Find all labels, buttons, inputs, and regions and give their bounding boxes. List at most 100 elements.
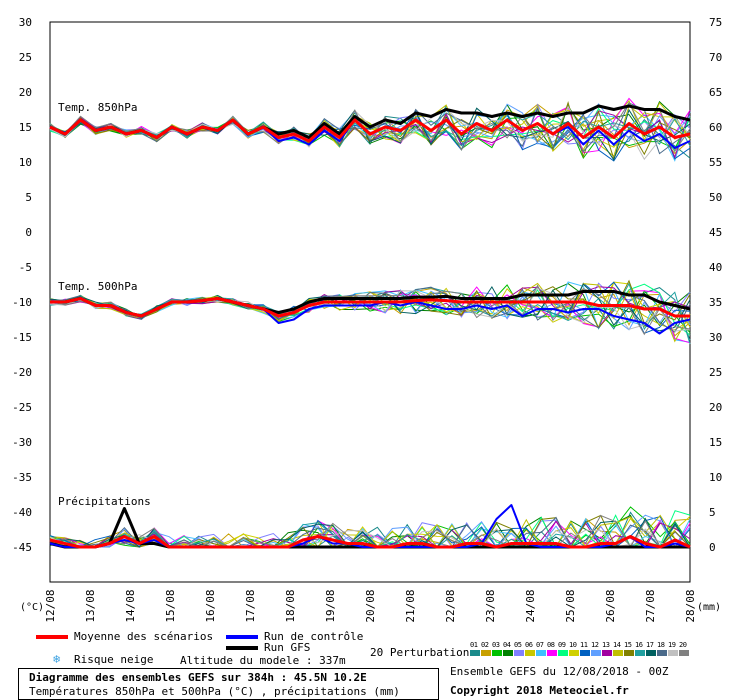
right-tick-label: 10 xyxy=(709,471,722,484)
date-tick-label: 13/08 xyxy=(84,589,97,622)
right-tick-label: 0 xyxy=(709,541,716,554)
perturbation-number: 12 xyxy=(591,641,599,649)
right-tick-label: 5 xyxy=(709,506,716,519)
date-tick-label: 18/08 xyxy=(284,589,297,622)
left-tick-label: 0 xyxy=(25,226,32,239)
right-tick-label: 20 xyxy=(709,401,722,414)
snow-icon: ❄ xyxy=(53,652,61,666)
left-tick-label: -5 xyxy=(19,261,32,274)
perturbation-number: 07 xyxy=(536,641,544,649)
right-tick-label: 30 xyxy=(709,331,722,344)
right-tick-label: 35 xyxy=(709,296,722,309)
right-tick-label: 75 xyxy=(709,16,722,29)
right-tick-label: 15 xyxy=(709,436,722,449)
right-tick-label: 60 xyxy=(709,121,722,134)
perturbation-line xyxy=(49,101,691,153)
right-tick-label: 25 xyxy=(709,366,722,379)
perturbation-swatch xyxy=(569,650,579,656)
left-unit-label: (°C) xyxy=(20,602,44,613)
left-tick-label: -25 xyxy=(12,401,32,414)
perturbation-number: 09 xyxy=(558,641,566,649)
date-tick-label: 12/08 xyxy=(44,589,57,622)
perturbation-number: 14 xyxy=(613,641,621,649)
left-tick-label: -15 xyxy=(12,331,32,344)
perturbation-swatch xyxy=(668,650,678,656)
perturbation-number: 11 xyxy=(580,641,588,649)
perturbation-number: 01 xyxy=(470,641,478,649)
perturbation-swatch xyxy=(558,650,568,656)
date-tick-label: 28/08 xyxy=(684,589,697,622)
perturbation-swatch xyxy=(624,650,634,656)
left-tick-label: -45 xyxy=(12,541,32,554)
perturbation-number: 19 xyxy=(668,641,676,649)
perturbation-number: 03 xyxy=(492,641,500,649)
perturbation-swatch xyxy=(547,650,557,656)
perturbation-swatch xyxy=(679,650,689,656)
left-tick-label: 30 xyxy=(19,16,32,29)
perturbation-swatch xyxy=(580,650,590,656)
info-subtitle: Températures 850hPa et 500hPa (°C) , pré… xyxy=(29,685,400,698)
copyright: Copyright 2018 Meteociel.fr xyxy=(450,684,629,697)
left-tick-label: 20 xyxy=(19,86,32,99)
left-tick-label: 5 xyxy=(25,191,32,204)
perturbation-line xyxy=(49,521,691,548)
date-tick-label: 14/08 xyxy=(124,589,137,622)
control-swatch xyxy=(226,635,258,639)
right-unit-label: (mm) xyxy=(697,602,721,613)
date-tick-label: 15/08 xyxy=(164,589,177,622)
control-label: Run de contrôle xyxy=(264,630,364,643)
perturbation-number: 08 xyxy=(547,641,555,649)
date-tick-label: 25/08 xyxy=(564,589,577,622)
right-tick-label: 50 xyxy=(709,191,722,204)
right-tick-label: 40 xyxy=(709,261,722,274)
perturbation-number: 02 xyxy=(481,641,489,649)
perturbation-swatch xyxy=(470,650,480,656)
perturbation-swatch xyxy=(613,650,623,656)
mean-swatch xyxy=(36,635,68,639)
panel-label-t500: Temp. 500hPa xyxy=(58,280,137,293)
right-tick-label: 65 xyxy=(709,86,722,99)
info-title: Diagramme des ensembles GEFS sur 384h : … xyxy=(29,671,367,684)
mean-label: Moyenne des scénarios xyxy=(74,630,214,643)
perturbation-number: 20 xyxy=(679,641,687,649)
date-tick-label: 20/08 xyxy=(364,589,377,622)
perturbation-number: 15 xyxy=(624,641,632,649)
date-tick-label: 17/08 xyxy=(244,589,257,622)
mean-line-t500 xyxy=(50,297,690,318)
perturbation-swatch xyxy=(646,650,656,656)
altitude-label: Altitude du modele : 337m xyxy=(180,654,346,667)
perturbation-swatch xyxy=(536,650,546,656)
run-label: Ensemble GEFS du 12/08/2018 - 00Z xyxy=(450,665,669,678)
perturbation-swatch xyxy=(481,650,491,656)
date-tick-label: 24/08 xyxy=(524,589,537,622)
right-tick-label: 70 xyxy=(709,51,722,64)
left-tick-label: -20 xyxy=(12,366,32,379)
left-tick-label: -35 xyxy=(12,471,32,484)
perturbation-number: 17 xyxy=(646,641,654,649)
date-tick-label: 19/08 xyxy=(324,589,337,622)
perturbation-swatch xyxy=(591,650,601,656)
perturbation-swatch xyxy=(514,650,524,656)
mean-line-t850 xyxy=(49,118,691,143)
left-tick-label: -30 xyxy=(12,436,32,449)
right-tick-label: 55 xyxy=(709,156,722,169)
date-tick-label: 27/08 xyxy=(644,589,657,622)
left-tick-label: -40 xyxy=(12,506,32,519)
perturbation-swatch xyxy=(492,650,502,656)
perturbation-swatch xyxy=(635,650,645,656)
date-tick-label: 21/08 xyxy=(404,589,417,622)
info-box: Diagramme des ensembles GEFS sur 384h : … xyxy=(18,668,439,700)
perturbation-number: 10 xyxy=(569,641,577,649)
perturbation-number: 18 xyxy=(657,641,665,649)
panel-label-precip: Précipitations xyxy=(58,495,151,508)
perturbation-swatch xyxy=(525,650,535,656)
left-tick-label: 25 xyxy=(19,51,32,64)
perturbation-swatch xyxy=(503,650,513,656)
date-tick-label: 22/08 xyxy=(444,589,457,622)
perturbation-swatch xyxy=(602,650,612,656)
gfs-label: Run GFS xyxy=(264,641,311,654)
perturbations-label: 20 Perturbations xyxy=(370,646,476,659)
perturbation-number: 13 xyxy=(602,641,610,649)
